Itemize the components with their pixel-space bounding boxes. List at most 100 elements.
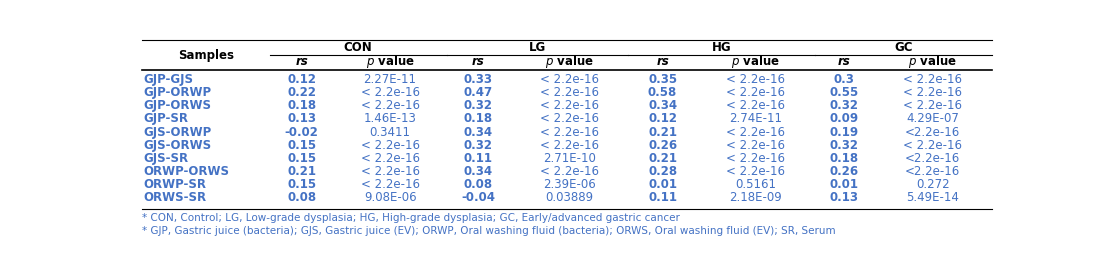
- Text: LG: LG: [529, 41, 546, 54]
- Text: < 2.2e-16: < 2.2e-16: [540, 165, 598, 178]
- Text: 0.3411: 0.3411: [369, 126, 410, 139]
- Text: < 2.2e-16: < 2.2e-16: [727, 165, 785, 178]
- Text: < 2.2e-16: < 2.2e-16: [904, 99, 962, 112]
- Text: 0.01: 0.01: [648, 178, 677, 191]
- Text: ORWP-SR: ORWP-SR: [144, 178, 207, 191]
- Text: 0.12: 0.12: [648, 112, 677, 126]
- Text: < 2.2e-16: < 2.2e-16: [540, 112, 598, 126]
- Text: < 2.2e-16: < 2.2e-16: [361, 165, 419, 178]
- Text: 0.09: 0.09: [830, 112, 858, 126]
- Text: $\it{p}$ value: $\it{p}$ value: [545, 54, 594, 71]
- Text: 0.18: 0.18: [463, 112, 493, 126]
- Text: 0.34: 0.34: [463, 126, 493, 139]
- Text: 0.5161: 0.5161: [735, 178, 776, 191]
- Text: 0.21: 0.21: [288, 165, 316, 178]
- Text: $\it{p}$ value: $\it{p}$ value: [731, 54, 781, 71]
- Text: 0.32: 0.32: [463, 139, 493, 151]
- Text: 0.11: 0.11: [648, 191, 677, 204]
- Text: ORWP-ORWS: ORWP-ORWS: [144, 165, 230, 178]
- Text: -0.02: -0.02: [284, 126, 319, 139]
- Text: HG: HG: [711, 41, 731, 54]
- Text: rs: rs: [472, 56, 484, 68]
- Text: 0.19: 0.19: [830, 126, 858, 139]
- Text: -0.04: -0.04: [461, 191, 495, 204]
- Text: 0.11: 0.11: [463, 152, 493, 165]
- Text: * CON, Control; LG, Low-grade dysplasia; HG, High-grade dysplasia; GC, Early/adv: * CON, Control; LG, Low-grade dysplasia;…: [143, 213, 680, 223]
- Text: ORWS-SR: ORWS-SR: [144, 191, 207, 204]
- Text: < 2.2e-16: < 2.2e-16: [361, 152, 419, 165]
- Text: < 2.2e-16: < 2.2e-16: [727, 152, 785, 165]
- Text: 0.15: 0.15: [288, 152, 316, 165]
- Text: 0.18: 0.18: [288, 99, 316, 112]
- Text: 0.21: 0.21: [648, 152, 677, 165]
- Text: 0.32: 0.32: [463, 99, 493, 112]
- Text: GC: GC: [894, 41, 912, 54]
- Text: * GJP, Gastric juice (bacteria); GJS, Gastric juice (EV); ORWP, Oral washing flu: * GJP, Gastric juice (bacteria); GJS, Ga…: [143, 226, 836, 235]
- Text: GJP-ORWP: GJP-ORWP: [144, 86, 212, 99]
- Text: 0.272: 0.272: [916, 178, 949, 191]
- Text: < 2.2e-16: < 2.2e-16: [904, 86, 962, 99]
- Text: 0.18: 0.18: [830, 152, 858, 165]
- Text: GJP-GJS: GJP-GJS: [144, 73, 194, 86]
- Text: < 2.2e-16: < 2.2e-16: [361, 178, 419, 191]
- Text: <2.2e-16: <2.2e-16: [905, 165, 960, 178]
- Text: < 2.2e-16: < 2.2e-16: [361, 139, 419, 151]
- Text: GJS-ORWS: GJS-ORWS: [144, 139, 212, 151]
- Text: 0.01: 0.01: [830, 178, 858, 191]
- Text: 0.3: 0.3: [834, 73, 855, 86]
- Text: 0.55: 0.55: [830, 86, 859, 99]
- Text: 0.13: 0.13: [830, 191, 858, 204]
- Text: 0.28: 0.28: [648, 165, 677, 178]
- Text: 0.33: 0.33: [463, 73, 493, 86]
- Text: <2.2e-16: <2.2e-16: [905, 126, 960, 139]
- Text: GJS-SR: GJS-SR: [144, 152, 189, 165]
- Text: < 2.2e-16: < 2.2e-16: [540, 99, 598, 112]
- Text: $\it{p}$ value: $\it{p}$ value: [366, 54, 415, 71]
- Text: GJS-ORWP: GJS-ORWP: [144, 126, 212, 139]
- Text: GJP-ORWS: GJP-ORWS: [144, 99, 211, 112]
- Text: 0.34: 0.34: [648, 99, 677, 112]
- Text: 1.46E-13: 1.46E-13: [364, 112, 417, 126]
- Text: <2.2e-16: <2.2e-16: [905, 152, 960, 165]
- Text: 2.71E-10: 2.71E-10: [543, 152, 596, 165]
- Text: 0.13: 0.13: [288, 112, 316, 126]
- Text: 2.27E-11: 2.27E-11: [364, 73, 417, 86]
- Text: 0.08: 0.08: [288, 191, 316, 204]
- Text: rs: rs: [656, 56, 669, 68]
- Text: 0.15: 0.15: [288, 139, 316, 151]
- Text: < 2.2e-16: < 2.2e-16: [904, 139, 962, 151]
- Text: $\it{p}$ value: $\it{p}$ value: [908, 54, 957, 71]
- Text: CON: CON: [344, 41, 373, 54]
- Text: < 2.2e-16: < 2.2e-16: [361, 99, 419, 112]
- Text: rs: rs: [295, 56, 309, 68]
- Text: 9.08E-06: 9.08E-06: [364, 191, 416, 204]
- Text: 0.26: 0.26: [830, 165, 858, 178]
- Text: 0.32: 0.32: [830, 139, 858, 151]
- Text: < 2.2e-16: < 2.2e-16: [727, 86, 785, 99]
- Text: 5.49E-14: 5.49E-14: [906, 191, 959, 204]
- Text: Samples: Samples: [178, 49, 234, 62]
- Text: 0.03889: 0.03889: [545, 191, 593, 204]
- Text: < 2.2e-16: < 2.2e-16: [361, 86, 419, 99]
- Text: 0.58: 0.58: [648, 86, 677, 99]
- Text: 0.26: 0.26: [648, 139, 677, 151]
- Text: < 2.2e-16: < 2.2e-16: [727, 99, 785, 112]
- Text: 0.22: 0.22: [288, 86, 316, 99]
- Text: rs: rs: [838, 56, 851, 68]
- Text: 0.21: 0.21: [648, 126, 677, 139]
- Text: 0.47: 0.47: [463, 86, 493, 99]
- Text: 0.12: 0.12: [288, 73, 316, 86]
- Text: GJP-SR: GJP-SR: [144, 112, 189, 126]
- Text: < 2.2e-16: < 2.2e-16: [727, 139, 785, 151]
- Text: 2.18E-09: 2.18E-09: [730, 191, 782, 204]
- Text: < 2.2e-16: < 2.2e-16: [540, 86, 598, 99]
- Text: < 2.2e-16: < 2.2e-16: [540, 73, 598, 86]
- Text: 0.15: 0.15: [288, 178, 316, 191]
- Text: 4.29E-07: 4.29E-07: [906, 112, 959, 126]
- Text: < 2.2e-16: < 2.2e-16: [904, 73, 962, 86]
- Text: < 2.2e-16: < 2.2e-16: [727, 73, 785, 86]
- Text: < 2.2e-16: < 2.2e-16: [727, 126, 785, 139]
- Text: 2.39E-06: 2.39E-06: [543, 178, 596, 191]
- Text: < 2.2e-16: < 2.2e-16: [540, 139, 598, 151]
- Text: 0.35: 0.35: [648, 73, 677, 86]
